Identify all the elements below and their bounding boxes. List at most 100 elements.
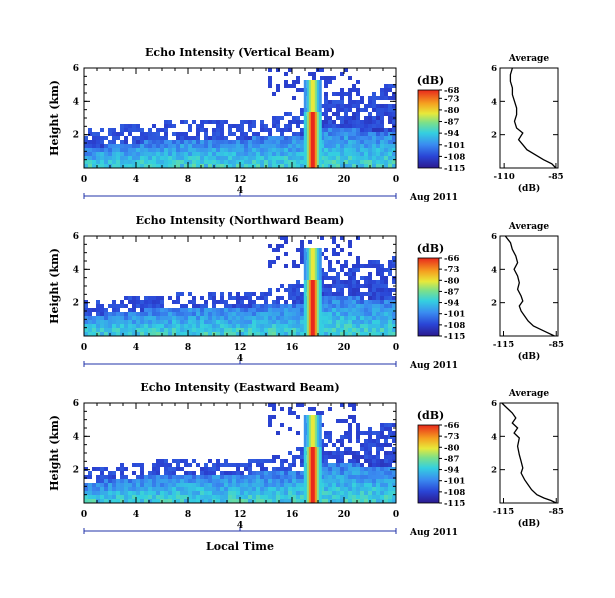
heatmap-cell <box>318 419 322 423</box>
heatmap-cell <box>280 140 284 144</box>
heatmap-cell <box>288 451 292 455</box>
heatmap-cell <box>216 160 220 164</box>
heatmap-cell <box>340 92 344 96</box>
heatmap-cell <box>176 491 180 495</box>
heatmap-cell <box>196 152 200 156</box>
heatmap-cell <box>260 164 264 168</box>
heatmap-cell <box>152 164 156 168</box>
heatmap-cell <box>244 120 248 124</box>
heatmap-cell <box>100 304 104 308</box>
heatmap-cell <box>204 495 208 499</box>
heatmap-cell <box>316 312 320 316</box>
heatmap-cell <box>252 160 256 164</box>
heatmap-cell <box>360 276 364 280</box>
heatmap-cell <box>360 96 364 100</box>
heatmap-cell <box>316 252 320 256</box>
heatmap-cell <box>244 312 248 316</box>
heatmap-cell <box>284 124 288 128</box>
date-label: Aug 2011 <box>409 193 458 203</box>
heatmap-cell <box>88 148 92 152</box>
heatmap-cell <box>204 308 208 312</box>
heatmap-cell <box>312 148 316 152</box>
heatmap-cell <box>384 491 388 495</box>
heatmap-cell <box>268 260 272 264</box>
heatmap-cell <box>300 455 304 459</box>
heatmap-cell <box>348 435 352 439</box>
heatmap-cell <box>303 471 307 475</box>
heatmap-cell <box>340 128 344 132</box>
heatmap-cell <box>264 328 268 332</box>
y-tick-label: 2 <box>73 299 79 309</box>
heatmap-cell <box>292 328 296 332</box>
heatmap-cell <box>312 272 316 276</box>
heatmap-cell <box>303 439 307 443</box>
heatmap-cell <box>312 475 316 479</box>
heatmap-cell <box>344 116 348 120</box>
heatmap-cell <box>212 467 216 471</box>
heatmap-cell <box>376 128 380 132</box>
heatmap-cell <box>306 124 310 128</box>
heatmap-cell <box>360 120 364 124</box>
heatmap-cell <box>208 479 212 483</box>
heatmap-cell <box>160 300 164 304</box>
heatmap-cell <box>310 292 314 296</box>
heatmap-cell <box>284 80 288 84</box>
heatmap-cell <box>116 156 120 160</box>
colorbar-tick-label: -80 <box>444 443 459 453</box>
heatmap-cell <box>340 104 344 108</box>
heatmap-cell <box>368 463 372 467</box>
heatmap-cell <box>240 332 244 336</box>
heatmap-cell <box>188 328 192 332</box>
heatmap-cell <box>340 491 344 495</box>
heatmap-cell <box>280 160 284 164</box>
panel-0-title: Echo Intensity (Vertical Beam) <box>145 46 335 59</box>
heatmap-cell <box>192 148 196 152</box>
heatmap-cell <box>236 140 240 144</box>
heatmap-cell <box>288 84 292 88</box>
heatmap-cell <box>328 292 332 296</box>
heatmap-cell <box>252 124 256 128</box>
heatmap-cell <box>306 152 310 156</box>
heatmap-cell <box>372 443 376 447</box>
heatmap-cell <box>316 248 320 252</box>
heatmap-cell <box>200 152 204 156</box>
heatmap-cell <box>316 156 320 160</box>
heatmap-cell <box>96 475 100 479</box>
heatmap-cell <box>320 304 324 308</box>
heatmap-cell <box>180 304 184 308</box>
heatmap-cell <box>392 256 396 260</box>
heatmap-cell <box>212 156 216 160</box>
heatmap-cell <box>356 80 360 84</box>
heatmap-cell <box>96 132 100 136</box>
heatmap-cell <box>340 164 344 168</box>
heatmap-cell <box>303 459 307 463</box>
heatmap-cell <box>316 463 320 467</box>
heatmap-cell <box>184 136 188 140</box>
heatmap-cell <box>320 308 324 312</box>
heatmap-cell <box>212 491 216 495</box>
y-tick-label: 2 <box>73 466 79 476</box>
heatmap-cell <box>303 96 307 100</box>
heatmap-cell <box>92 332 96 336</box>
heatmap-cell <box>124 316 128 320</box>
heatmap-cell <box>124 328 128 332</box>
heatmap-cell <box>176 320 180 324</box>
heatmap-cell <box>376 475 380 479</box>
heatmap-cell <box>392 112 396 116</box>
heatmap-cell <box>376 431 380 435</box>
heatmap-cell <box>292 495 296 499</box>
heatmap-cell <box>216 308 220 312</box>
heatmap-cell <box>308 252 312 256</box>
heatmap-cell <box>320 487 324 491</box>
heatmap-cell <box>156 296 160 300</box>
heatmap-cell <box>312 499 316 503</box>
heatmap-cell <box>168 160 172 164</box>
heatmap-cell <box>104 316 108 320</box>
heatmap-cell <box>108 471 112 475</box>
heatmap-cell <box>276 116 280 120</box>
heatmap-cell <box>306 431 310 435</box>
heatmap-cell <box>216 459 220 463</box>
heatmap-cell <box>148 328 152 332</box>
heatmap-cell <box>140 487 144 491</box>
heatmap-cell <box>364 312 368 316</box>
